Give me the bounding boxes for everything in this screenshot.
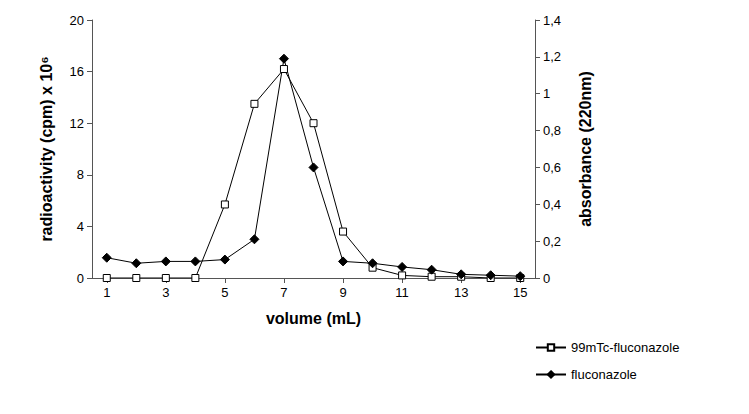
svg-text:1,4: 1,4 (543, 13, 561, 28)
svg-text:9: 9 (339, 285, 346, 300)
svg-text:16: 16 (70, 64, 84, 79)
svg-text:0,8: 0,8 (543, 123, 561, 138)
svg-text:7: 7 (280, 285, 287, 300)
svg-text:0: 0 (543, 271, 550, 286)
svg-text:0,4: 0,4 (543, 197, 561, 212)
svg-text:volume (mL): volume (mL) (266, 310, 361, 327)
svg-text:1: 1 (103, 285, 110, 300)
svg-text:8: 8 (77, 167, 84, 182)
svg-text:3: 3 (162, 285, 169, 300)
svg-text:1: 1 (543, 86, 550, 101)
svg-text:5: 5 (221, 285, 228, 300)
svg-text:4: 4 (77, 219, 84, 234)
svg-text:0: 0 (77, 271, 84, 286)
svg-text:11: 11 (395, 285, 409, 300)
svg-text:15: 15 (513, 285, 527, 300)
svg-text:99mTc-fluconazole: 99mTc-fluconazole (571, 340, 679, 355)
svg-text:1,2: 1,2 (543, 49, 561, 64)
svg-text:absorbance (220nm): absorbance (220nm) (577, 71, 594, 227)
svg-text:20: 20 (70, 13, 84, 28)
svg-text:fluconazole: fluconazole (571, 367, 637, 382)
svg-text:13: 13 (454, 285, 468, 300)
svg-text:0,2: 0,2 (543, 234, 561, 249)
svg-text:12: 12 (70, 116, 84, 131)
svg-text:radioactivity (cpm) x 10⁶: radioactivity (cpm) x 10⁶ (38, 56, 55, 241)
svg-text:0,6: 0,6 (543, 160, 561, 175)
